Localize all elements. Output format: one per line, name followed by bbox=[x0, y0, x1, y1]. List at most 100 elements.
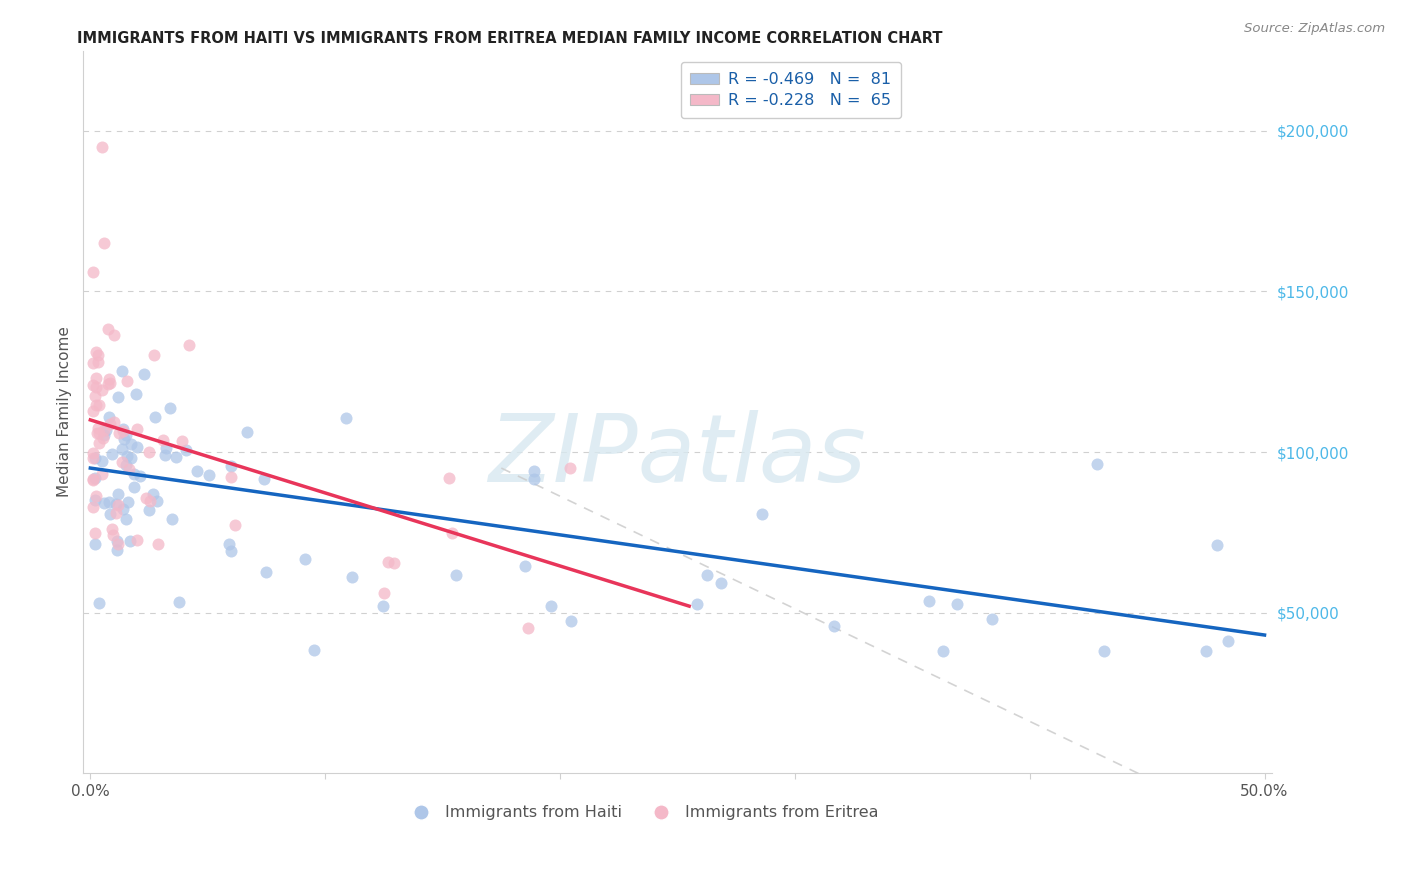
Point bbox=[87, 421, 110, 435]
Point bbox=[107, 425, 129, 440]
Point bbox=[122, 480, 145, 494]
Point bbox=[946, 597, 969, 611]
Point bbox=[120, 450, 142, 465]
Point bbox=[98, 372, 121, 386]
Point bbox=[219, 470, 242, 484]
Point bbox=[97, 377, 120, 392]
Point bbox=[115, 428, 138, 442]
Point bbox=[127, 422, 149, 436]
Point bbox=[115, 375, 138, 389]
Point bbox=[125, 387, 148, 401]
Point bbox=[710, 576, 733, 591]
Point bbox=[84, 380, 107, 394]
Point bbox=[107, 537, 129, 551]
Point bbox=[82, 472, 104, 486]
Point bbox=[111, 502, 134, 516]
Point bbox=[111, 455, 134, 469]
Point bbox=[105, 534, 128, 549]
Point bbox=[254, 565, 277, 579]
Point bbox=[101, 528, 124, 542]
Point bbox=[93, 236, 115, 251]
Point bbox=[84, 389, 107, 403]
Point bbox=[167, 595, 190, 609]
Point bbox=[100, 417, 122, 431]
Point bbox=[86, 371, 108, 385]
Point bbox=[371, 599, 394, 614]
Point bbox=[159, 401, 181, 416]
Point bbox=[177, 337, 200, 351]
Point bbox=[129, 469, 152, 483]
Point bbox=[198, 467, 221, 482]
Point bbox=[86, 355, 108, 369]
Point bbox=[97, 322, 120, 336]
Point bbox=[111, 425, 134, 439]
Point bbox=[160, 512, 183, 526]
Point bbox=[93, 496, 115, 510]
Point bbox=[98, 508, 121, 522]
Point bbox=[112, 432, 135, 446]
Point bbox=[104, 497, 127, 511]
Point bbox=[90, 467, 112, 481]
Point bbox=[84, 492, 107, 507]
Point bbox=[111, 421, 134, 435]
Point bbox=[91, 431, 114, 445]
Point bbox=[253, 472, 276, 486]
Point bbox=[91, 140, 114, 154]
Point bbox=[516, 621, 538, 635]
Point bbox=[439, 471, 461, 485]
Point bbox=[142, 348, 165, 362]
Point bbox=[382, 556, 405, 570]
Point bbox=[87, 596, 110, 610]
Point bbox=[82, 378, 104, 392]
Point bbox=[125, 440, 148, 454]
Point bbox=[441, 525, 464, 540]
Point bbox=[152, 433, 174, 447]
Point bbox=[1085, 457, 1108, 471]
Point bbox=[444, 567, 467, 582]
Point bbox=[1092, 644, 1115, 658]
Point bbox=[224, 518, 246, 533]
Point bbox=[118, 534, 141, 549]
Point bbox=[91, 454, 114, 468]
Point bbox=[89, 398, 111, 412]
Point bbox=[82, 404, 104, 418]
Point bbox=[87, 435, 110, 450]
Point bbox=[980, 612, 1002, 626]
Point bbox=[304, 642, 326, 657]
Point bbox=[82, 356, 104, 370]
Point bbox=[142, 487, 165, 501]
Point bbox=[118, 462, 141, 476]
Point bbox=[82, 450, 104, 465]
Point bbox=[84, 525, 107, 540]
Point bbox=[134, 367, 156, 381]
Point bbox=[82, 473, 104, 487]
Point bbox=[342, 570, 364, 584]
Point bbox=[107, 390, 129, 404]
Point bbox=[93, 423, 115, 437]
Point bbox=[114, 458, 136, 472]
Point bbox=[103, 327, 125, 342]
Point bbox=[103, 415, 125, 429]
Point bbox=[127, 533, 149, 547]
Point bbox=[122, 467, 145, 481]
Point bbox=[105, 506, 128, 520]
Point bbox=[1195, 644, 1218, 658]
Y-axis label: Median Family Income: Median Family Income bbox=[58, 326, 72, 498]
Point bbox=[110, 442, 132, 456]
Point bbox=[93, 428, 115, 442]
Point bbox=[135, 491, 157, 505]
Point bbox=[82, 500, 104, 514]
Point bbox=[94, 423, 117, 437]
Point bbox=[84, 398, 107, 412]
Point bbox=[98, 376, 121, 390]
Point bbox=[138, 445, 160, 459]
Point bbox=[114, 511, 136, 525]
Point bbox=[146, 494, 169, 508]
Point bbox=[138, 494, 160, 508]
Point bbox=[751, 508, 773, 522]
Point bbox=[84, 345, 107, 359]
Point bbox=[100, 522, 122, 536]
Point bbox=[219, 544, 242, 558]
Point bbox=[84, 471, 107, 485]
Point bbox=[335, 411, 357, 425]
